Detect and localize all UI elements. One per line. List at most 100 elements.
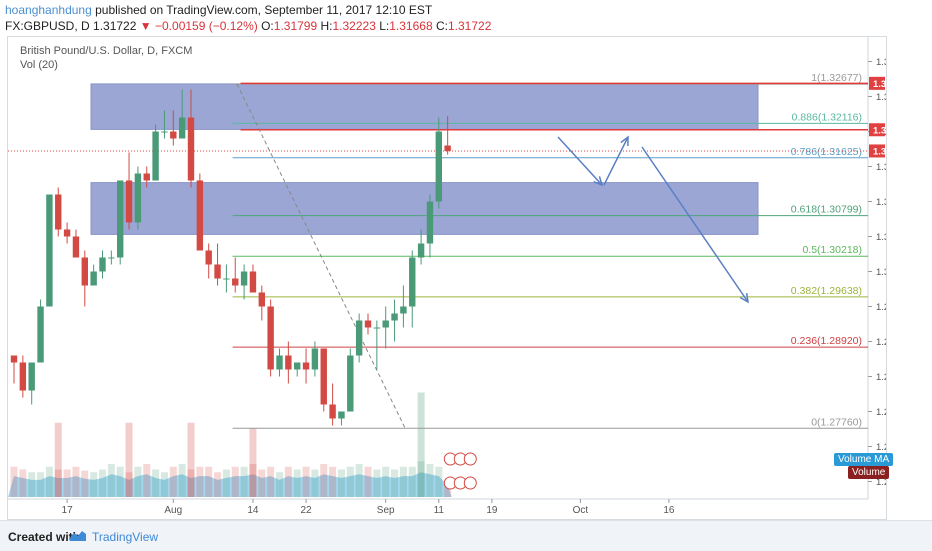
economic-events-icon — [443, 476, 477, 490]
candle-body — [37, 306, 44, 363]
candle-body — [63, 229, 71, 237]
volume-bar — [258, 469, 266, 497]
candle-body — [409, 257, 416, 307]
low-value: 1.31668 — [389, 19, 433, 33]
price-chart[interactable]: 1(1.32677) 0.886(1.32116) 0.786(1.31625) 0.… — [8, 37, 886, 519]
volume-bar — [160, 472, 168, 497]
volume-bar — [284, 466, 292, 497]
candle-body — [187, 117, 195, 181]
candle-body — [161, 131, 168, 133]
price-change: −0.00159 (−0.12%) — [155, 19, 258, 33]
candle-body — [400, 306, 407, 314]
candle-body — [417, 243, 425, 258]
volume-bar — [249, 464, 257, 497]
created-with-label: Created with — [8, 530, 81, 544]
volume-bar — [426, 464, 434, 497]
volume-bar — [391, 469, 399, 497]
event-flag-icon — [463, 452, 477, 466]
candle-body — [99, 257, 106, 272]
time-tick-label: Oct — [573, 505, 589, 516]
volume-bar — [346, 466, 354, 497]
volume-bar — [276, 472, 283, 497]
candle-body — [143, 173, 150, 181]
candle-body — [391, 313, 398, 321]
fib-level-label: 0.236(1.28920) — [791, 335, 862, 347]
candle-body — [444, 145, 451, 152]
fib-level-label: 0.618(1.30799) — [791, 204, 862, 216]
time-tick-label: 14 — [247, 505, 259, 516]
candle-body — [435, 131, 442, 202]
candle-body — [267, 306, 274, 370]
volume-bar — [81, 470, 89, 497]
volume-bar — [311, 469, 319, 497]
volume-bar — [382, 466, 390, 497]
candle-body — [117, 180, 124, 258]
low-label: L: — [379, 19, 390, 33]
volume-bar — [222, 469, 230, 497]
candle-body — [10, 355, 18, 363]
candle-body — [355, 320, 363, 356]
time-tick-label: Sep — [377, 505, 395, 516]
open-value: 1.31799 — [273, 19, 318, 33]
volume-bar — [63, 469, 71, 497]
volume-indicator-label[interactable]: Vol (20) — [20, 59, 58, 71]
candle-body — [46, 194, 53, 307]
volume-bar — [417, 461, 425, 497]
publish-info: hoanghanhdung published on TradingView.c… — [5, 3, 432, 17]
chart-area[interactable]: 1(1.32677) 0.886(1.32116) 0.786(1.31625) 0.… — [7, 36, 894, 520]
candle-body — [329, 404, 336, 419]
fib-level-label: 0.382(1.29638) — [791, 285, 862, 297]
open-label: O: — [261, 19, 274, 33]
price-tick-label: 1.29500 — [876, 302, 886, 313]
fib-level-label: 0.786(1.31625) — [791, 146, 862, 158]
price-tag — [869, 76, 885, 90]
candle-body — [426, 201, 434, 244]
candle-body — [285, 355, 292, 370]
volume-bar — [373, 469, 381, 497]
fib-level-label: 1(1.32677) — [811, 72, 862, 84]
volume-bar — [134, 466, 142, 497]
volume-bar — [364, 466, 372, 497]
author-link[interactable]: hoanghanhdung — [5, 3, 92, 17]
volume-bar — [267, 466, 275, 497]
volume-bar — [231, 466, 239, 497]
event-flag-icon — [463, 476, 477, 490]
candle-body — [55, 194, 62, 230]
volume-bar — [408, 466, 416, 497]
candle-body — [214, 264, 221, 279]
volume-bar — [187, 469, 195, 497]
projection-arrow — [641, 146, 749, 303]
candle-body — [249, 271, 257, 293]
time-tick-label: 11 — [434, 505, 445, 516]
price-tag — [869, 123, 885, 137]
time-tick-label: Aug — [164, 505, 182, 516]
symbol-label: FX:GBPUSD, D — [5, 19, 90, 33]
volume-bar — [90, 472, 98, 497]
volume-bar — [337, 469, 345, 497]
price-tick-label: 1.30500 — [876, 232, 886, 243]
candle-body — [382, 320, 389, 328]
candle-body — [72, 236, 80, 258]
volume-bar — [399, 466, 407, 497]
candle-body — [19, 362, 27, 391]
volume-bar — [45, 466, 53, 497]
tradingview-brand-link[interactable]: TradingView — [92, 530, 159, 544]
volume-bar — [19, 469, 27, 497]
volume-ma-area — [8, 472, 452, 497]
volume-bar — [178, 464, 186, 497]
projection-arrowhead — [620, 135, 629, 147]
volume-bar — [435, 466, 443, 497]
volume-bar — [107, 464, 115, 497]
time-tick-label: 17 — [62, 505, 74, 516]
price-tick-label: 1.27000 — [876, 477, 886, 488]
volume-bar — [240, 466, 248, 497]
candle-body — [152, 131, 159, 181]
chart-header: hoanghanhdung published on TradingView.c… — [0, 0, 932, 36]
price-tick-label: 1.31500 — [876, 162, 886, 173]
candle-body — [90, 271, 97, 286]
candle-body — [240, 271, 248, 286]
close-label: C: — [435, 19, 448, 33]
volume-spike — [187, 422, 195, 497]
fib-level-label: 0.5(1.30218) — [802, 244, 862, 256]
candle-body — [108, 257, 115, 259]
